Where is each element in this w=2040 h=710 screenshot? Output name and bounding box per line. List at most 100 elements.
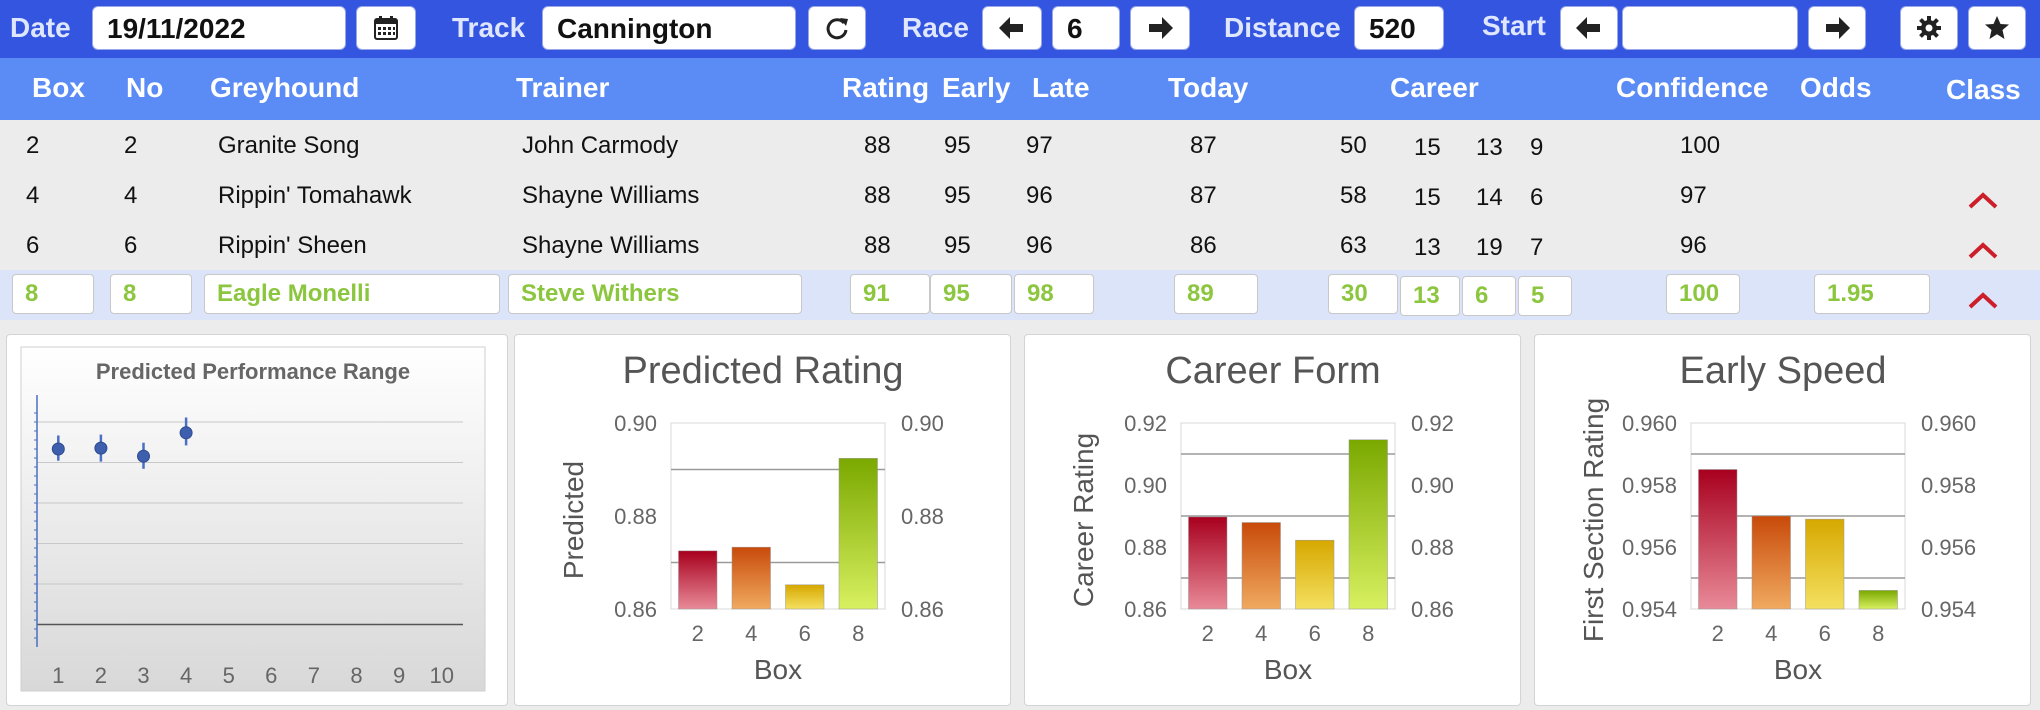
favourite-button[interactable] (1968, 6, 2026, 50)
col-rating[interactable]: Rating (842, 72, 930, 103)
cell-today[interactable]: 89 (1174, 274, 1258, 314)
chart-title: Early Speed (1679, 350, 1886, 392)
y-axis-label: First Section Rating (1578, 398, 1609, 642)
cell-today: 87 (1190, 132, 1217, 159)
cell-career-thirds: 7 (1530, 234, 1544, 261)
chevron-up-icon[interactable] (1966, 240, 2000, 260)
col-no[interactable]: No (126, 72, 164, 103)
performance-range-chart: Predicted Performance Range 1 2 3 4 5 6 7 8 9 10 (20, 346, 486, 692)
cell-career-seconds[interactable]: 6 (1462, 276, 1516, 316)
cell-career-starts: 58 (1340, 182, 1367, 209)
cell-odds[interactable]: 1.95 (1814, 274, 1930, 314)
cell-career-wins: 15 (1414, 184, 1441, 211)
table-row-selected[interactable]: 8 8 Eagle Monelli Steve Withers 91 95 98… (0, 270, 2040, 320)
cell-career-thirds[interactable]: 5 (1518, 276, 1572, 316)
cell-career-starts: 50 (1340, 132, 1367, 159)
chart-title: Predicted Performance Range (96, 359, 410, 384)
x-tick-label: 6 (1819, 621, 1831, 646)
table-row[interactable]: 6 6 Rippin' Sheen Shayne Williams 88 95 … (0, 220, 2040, 270)
cell-rating: 88 (864, 232, 891, 259)
date-input[interactable]: 19/11/2022 (92, 6, 346, 50)
start-input[interactable] (1622, 6, 1798, 50)
bar (1751, 515, 1791, 610)
cell-trainer[interactable]: Steve Withers (508, 274, 802, 314)
cell-trainer: Shayne Williams (522, 232, 700, 259)
y-tick-label-right: 0.86 (901, 597, 944, 622)
x-tick-label: 6 (1309, 621, 1321, 646)
cell-early: 95 (944, 182, 971, 209)
col-trainer[interactable]: Trainer (516, 72, 610, 103)
y-tick-label-left: 0.88 (614, 504, 657, 529)
table-row[interactable]: 2 2 Granite Song John Carmody 88 95 97 8… (0, 120, 2040, 170)
settings-button[interactable] (1900, 6, 1958, 50)
data-point (94, 441, 108, 455)
col-box[interactable]: Box (32, 72, 85, 103)
y-tick-label-right: 0.88 (901, 504, 944, 529)
race-prev-button[interactable] (982, 6, 1042, 50)
refresh-button[interactable] (808, 6, 866, 50)
cell-late[interactable]: 98 (1014, 274, 1094, 314)
x-tick-label: 3 (137, 663, 149, 688)
data-point (51, 442, 65, 456)
bar (838, 458, 878, 610)
arrow-right-icon (1826, 17, 1850, 39)
chevron-up-icon[interactable] (1966, 290, 2000, 310)
cell-early: 95 (944, 132, 971, 159)
cell-greyhound[interactable]: Eagle Monelli (204, 274, 500, 314)
bar (731, 546, 771, 610)
x-tick-label: 10 (429, 663, 453, 688)
col-career[interactable]: Career (1390, 72, 1479, 103)
performance-range-panel: Predicted Performance Range 1 2 3 4 5 6 7 8 9 10 (6, 334, 508, 706)
race-next-button[interactable] (1130, 6, 1190, 50)
cell-rating: 88 (864, 182, 891, 209)
col-confidence[interactable]: Confidence (1616, 72, 1769, 103)
col-early[interactable]: Early (942, 72, 1011, 103)
x-axis-label: Box (1774, 654, 1822, 685)
cell-career-starts[interactable]: 30 (1328, 274, 1398, 314)
cell-box[interactable]: 8 (12, 274, 94, 314)
cell-early[interactable]: 95 (930, 274, 1012, 314)
cell-no[interactable]: 8 (110, 274, 192, 314)
col-late[interactable]: Late (1032, 72, 1090, 103)
x-tick-label: 8 (350, 663, 362, 688)
calendar-button[interactable] (356, 6, 416, 50)
col-odds[interactable]: Odds (1800, 72, 1872, 103)
col-class[interactable]: Class (1946, 74, 2021, 105)
cell-rating[interactable]: 91 (850, 274, 930, 314)
start-prev-button[interactable] (1560, 6, 1618, 50)
start-next-button[interactable] (1808, 6, 1866, 50)
cell-today: 86 (1190, 232, 1217, 259)
cell-confidence: 97 (1680, 182, 1707, 209)
y-tick-label-right: 0.90 (1411, 473, 1454, 498)
chevron-up-icon[interactable] (1966, 190, 2000, 210)
cell-career-wins: 13 (1414, 234, 1441, 261)
cell-box: 6 (26, 232, 40, 259)
predicted-rating-panel: Predicted Rating 2 4 6 8 0.86 0.86 0.88 0.88 0.90… (514, 334, 1011, 706)
cell-late: 97 (1026, 132, 1053, 159)
y-tick-label-left: 0.954 (1622, 597, 1677, 622)
table-row[interactable]: 4 4 Rippin' Tomahawk Shayne Williams 88 … (0, 170, 2040, 220)
x-tick-label: 6 (799, 621, 811, 646)
cell-early: 95 (944, 232, 971, 259)
bar (678, 550, 718, 610)
arrow-right-icon (1149, 17, 1173, 39)
distance-input[interactable]: 520 (1354, 6, 1444, 50)
y-tick-label-left: 0.90 (1124, 473, 1167, 498)
career-form-panel: Career Form 2 4 6 8 0.86 0.86 0.88 0.88 0.90 0.90 0… (1024, 334, 1521, 706)
cell-confidence[interactable]: 100 (1666, 274, 1740, 314)
x-tick-label: 2 (1712, 621, 1724, 646)
arrow-left-icon (1576, 17, 1600, 39)
x-tick-label: 4 (745, 621, 757, 646)
y-tick-label-left: 0.958 (1622, 473, 1677, 498)
cell-career-wins[interactable]: 13 (1400, 276, 1460, 316)
calendar-icon (374, 16, 398, 40)
col-today[interactable]: Today (1168, 72, 1249, 103)
y-tick-label-right: 0.90 (901, 411, 944, 436)
cell-late: 96 (1026, 182, 1053, 209)
race-input[interactable]: 6 (1052, 6, 1120, 50)
track-input[interactable]: Cannington (542, 6, 796, 50)
col-greyhound[interactable]: Greyhound (210, 72, 360, 103)
column-header: Box No Greyhound Trainer Rating Early La… (0, 58, 2040, 120)
y-tick-label-left: 0.88 (1124, 535, 1167, 560)
cell-rating: 88 (864, 132, 891, 159)
